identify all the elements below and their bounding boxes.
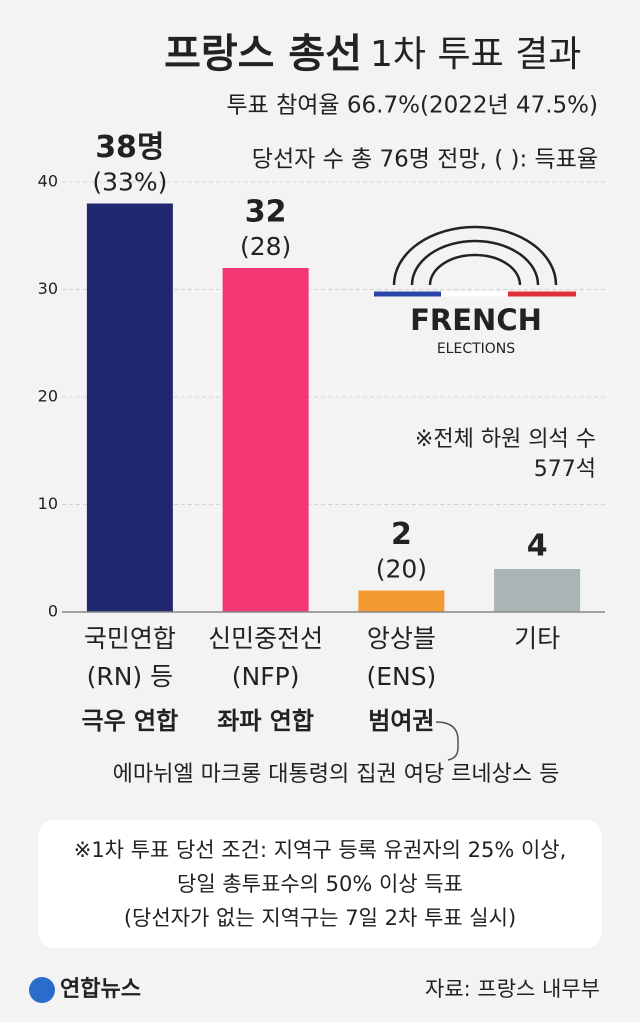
y-tick-label: 40 bbox=[38, 172, 58, 191]
seat-note: 577석 bbox=[534, 457, 596, 482]
value-label: 2 bbox=[391, 517, 412, 552]
alliance-note: 에마뉘엘 마크롱 대통령의 집권 여당 르네상스 등 bbox=[113, 762, 560, 787]
x-tick-label: 신민중전선 bbox=[208, 624, 323, 653]
vote-share-label: (20) bbox=[376, 555, 427, 584]
logo-subtext: ELECTIONS bbox=[437, 341, 515, 357]
y-tick-label: 20 bbox=[38, 387, 58, 406]
bar bbox=[494, 569, 581, 612]
x-tick-label: (RN) 등 bbox=[87, 662, 174, 691]
chart-title-suffix: 1차 투표 결과 bbox=[370, 34, 581, 75]
y-tick-label: 30 bbox=[38, 279, 58, 298]
bar bbox=[86, 203, 173, 612]
vote-share-label: (33%) bbox=[92, 168, 167, 197]
alliance-label: 좌파 연합 bbox=[217, 707, 314, 735]
footnote: (당선자가 없는 지역구는 7일 2차 투표 실시) bbox=[124, 906, 516, 930]
value-label: 4 bbox=[527, 529, 548, 564]
subtitle: 투표 참여율 66.7%(2022년 47.5%) bbox=[226, 93, 598, 119]
footnote: ※1차 투표 당선 조건: 지역구 등록 유권자의 25% 이상, bbox=[74, 838, 567, 862]
alliance-label: 극우 연합 bbox=[82, 707, 179, 735]
x-tick-label: (NFP) bbox=[232, 662, 300, 691]
value-label: 32 bbox=[245, 195, 287, 230]
agency-icon bbox=[29, 977, 55, 1003]
bar bbox=[222, 268, 309, 612]
source: 자료: 프랑스 내무부 bbox=[425, 977, 600, 1001]
vote-share-label: (28) bbox=[240, 232, 291, 261]
agency: 연합뉴스 bbox=[60, 976, 141, 1002]
footnote: 당일 총투표수의 50% 이상 득표 bbox=[177, 872, 463, 896]
logo-text: FRENCH bbox=[410, 303, 542, 337]
x-tick-label: (ENS) bbox=[366, 662, 436, 691]
value-label: 38명 bbox=[95, 130, 164, 165]
x-tick-label: 앙상블 bbox=[367, 624, 436, 653]
alliance-label: 범여권 bbox=[368, 707, 434, 735]
chart-title: 프랑스 총선 bbox=[164, 31, 362, 77]
x-tick-label: 국민연합 bbox=[84, 624, 176, 653]
legend-note: 당선자 수 총 76명 전망, ( ): 득표율 bbox=[252, 147, 598, 173]
bar bbox=[358, 590, 445, 612]
y-tick-label: 0 bbox=[48, 602, 58, 621]
seat-note: ※전체 하원 의석 수 bbox=[415, 427, 596, 452]
french-elections-logo: FRENCH ELECTIONS bbox=[374, 225, 576, 357]
bracket bbox=[435, 721, 459, 761]
x-tick-label: 기타 bbox=[514, 624, 560, 653]
footnote-box bbox=[38, 820, 602, 948]
y-tick-label: 10 bbox=[38, 494, 58, 513]
